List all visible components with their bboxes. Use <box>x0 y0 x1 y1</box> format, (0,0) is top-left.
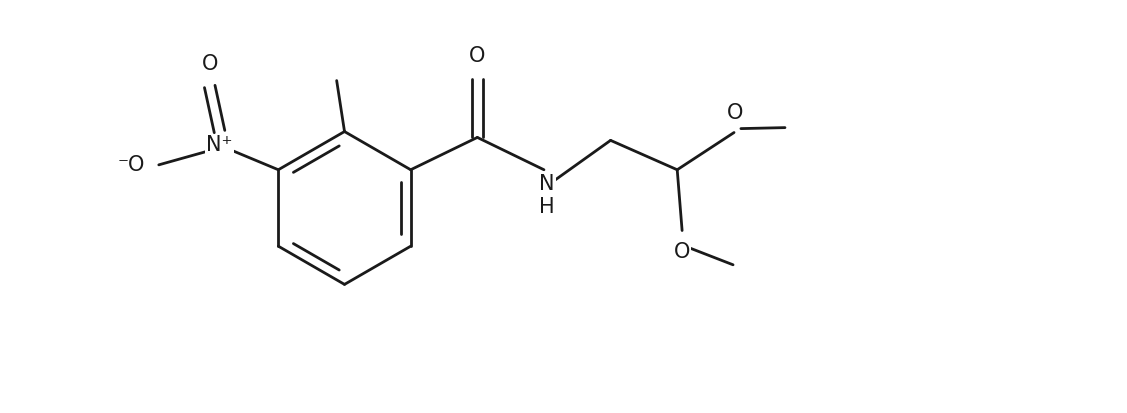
Text: O: O <box>202 54 218 74</box>
Text: N⁺: N⁺ <box>206 135 233 155</box>
Text: O: O <box>674 242 691 262</box>
Text: O: O <box>727 103 743 123</box>
Text: ⁻O: ⁻O <box>117 155 145 175</box>
Text: N
H: N H <box>539 174 554 217</box>
Text: O: O <box>469 46 486 66</box>
